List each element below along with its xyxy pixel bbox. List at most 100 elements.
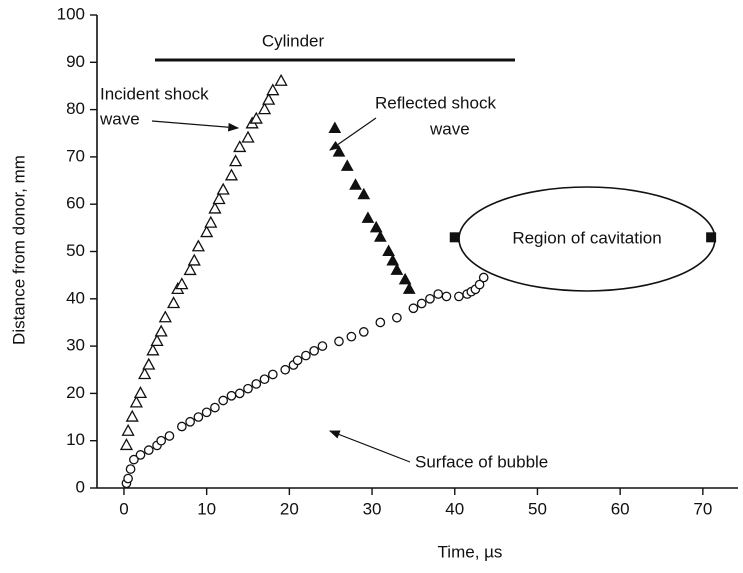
square-marker (706, 232, 717, 243)
circle-marker (334, 336, 344, 347)
triangle-marker (133, 386, 148, 399)
triangle-marker (142, 357, 156, 370)
arrow (329, 117, 377, 151)
circle-marker (433, 289, 444, 299)
triangle-marker (262, 92, 276, 105)
circle-marker (143, 445, 154, 456)
triangle-marker (328, 121, 342, 134)
triangle-marker (390, 263, 404, 275)
y-tick-label: 10 (66, 430, 85, 449)
triangle-marker (386, 253, 400, 266)
circle-marker (392, 312, 402, 323)
circle-marker (123, 473, 133, 484)
circle-marker (474, 279, 485, 290)
triangle-marker (119, 438, 134, 451)
triangle-marker (138, 367, 152, 380)
triangle-marker (241, 130, 255, 143)
triangle-marker (361, 211, 375, 223)
y-tick-label: 70 (66, 146, 85, 165)
circle-marker (425, 293, 435, 304)
circle-marker (156, 435, 167, 446)
triangle-marker (121, 423, 135, 436)
triangle-marker (274, 73, 288, 86)
annotation: Reflected shock (375, 93, 496, 112)
y-tick-label: 100 (57, 4, 85, 23)
y-tick-label: 80 (66, 99, 85, 118)
y-tick-label: 40 (66, 288, 85, 307)
x-tick-label: 30 (363, 499, 382, 518)
x-tick-label: 40 (445, 499, 464, 518)
circle-marker (259, 374, 270, 385)
triangle-marker (349, 178, 362, 190)
circle-marker (193, 412, 204, 422)
x-tick-label: 20 (280, 499, 299, 518)
y-tick-label: 20 (66, 383, 85, 402)
triangle-marker (150, 334, 164, 347)
x-tick-label: 0 (119, 499, 128, 518)
circle-marker (441, 291, 452, 302)
circle-marker (243, 383, 253, 394)
triangle-marker (154, 324, 168, 337)
circle-marker (185, 416, 195, 427)
circle-marker (210, 402, 220, 413)
circle-marker (267, 369, 278, 380)
triangle-marker (166, 296, 181, 309)
triangle-marker (224, 168, 239, 181)
annotation: wave (429, 119, 470, 138)
triangle-marker (175, 277, 189, 290)
circle-marker (201, 407, 212, 418)
triangle-marker (129, 395, 143, 408)
circle-marker (301, 350, 311, 361)
circle-marker (346, 331, 357, 342)
y-tick-label: 50 (66, 241, 85, 260)
triangle-marker (257, 102, 272, 115)
x-tick-label: 60 (611, 499, 630, 518)
triangle-marker (369, 220, 383, 233)
circle-marker (135, 450, 146, 460)
circle-marker (226, 390, 237, 401)
triangle-marker (200, 225, 214, 238)
x-axis-title: Time, µs (438, 542, 503, 561)
circle-marker (251, 379, 262, 389)
circle-marker (234, 388, 245, 399)
triangle-marker (340, 159, 354, 171)
annotation: Region of cavitation (512, 228, 661, 247)
x-tick-label: 70 (693, 499, 712, 518)
triangle-marker (233, 140, 247, 153)
triangle-marker (332, 145, 346, 157)
triangle-marker (158, 310, 172, 323)
circle-marker (292, 355, 303, 366)
circle-marker (280, 364, 291, 375)
circle-marker (454, 291, 464, 302)
triangle-marker (229, 154, 243, 167)
triangle-marker (212, 192, 226, 205)
triangle-marker (357, 187, 371, 200)
arrow (151, 120, 240, 132)
y-axis-title: Distance from donor, mm (9, 155, 28, 345)
square-marker (449, 232, 460, 243)
triangle-marker (146, 343, 160, 356)
circle-marker (125, 464, 136, 474)
y-tick-label: 60 (66, 194, 85, 213)
triangle-marker (125, 409, 139, 422)
circle-marker (129, 454, 139, 465)
circle-marker (358, 327, 369, 337)
triangle-marker (382, 244, 395, 256)
annotation: Cylinder (262, 31, 325, 50)
triangle-marker (249, 111, 263, 124)
triangle-marker (216, 182, 230, 195)
y-tick-label: 90 (66, 52, 85, 71)
annotation: wave (99, 109, 140, 128)
triangle-marker (183, 263, 197, 276)
annotation: Surface of bubble (415, 452, 548, 471)
triangle-marker (187, 253, 201, 266)
circle-marker (408, 303, 419, 314)
x-tick-label: 50 (528, 499, 547, 518)
triangle-marker (204, 215, 218, 228)
triangle-marker (402, 282, 416, 294)
x-tick-label: 10 (197, 499, 216, 518)
arrow (328, 430, 411, 463)
y-tick-label: 30 (66, 336, 85, 355)
circle-marker (176, 421, 187, 432)
